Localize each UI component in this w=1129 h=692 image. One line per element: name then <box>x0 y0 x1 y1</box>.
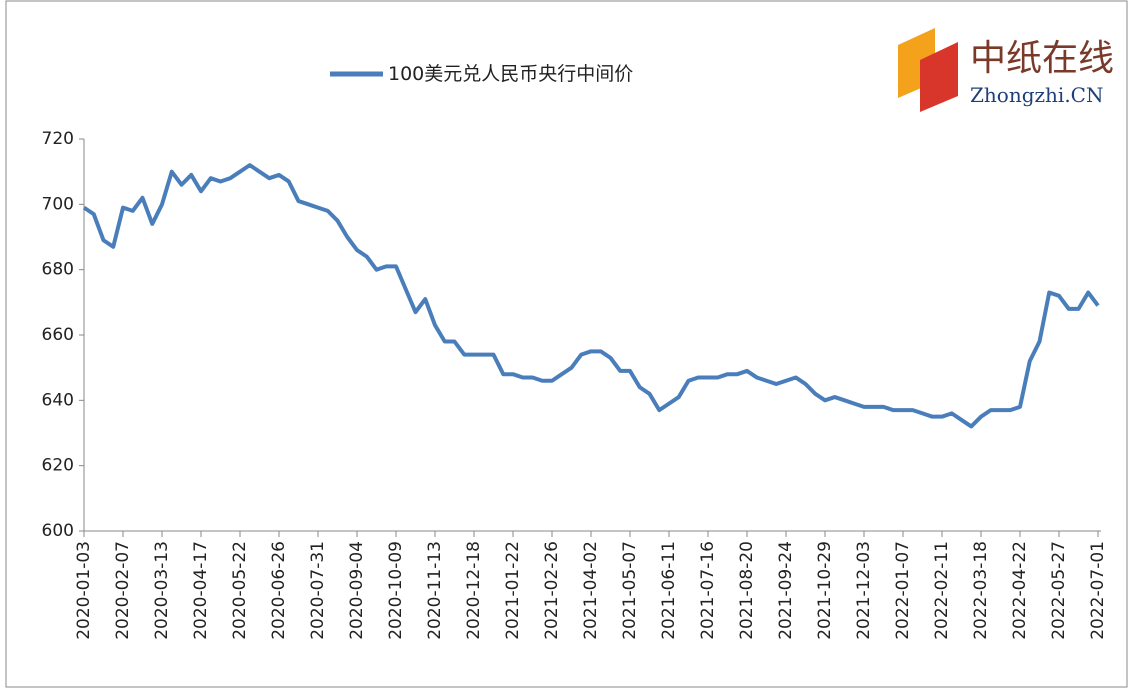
x-tick-label: 2020-07-31 <box>308 541 328 640</box>
logo-shape <box>920 42 958 112</box>
x-tick-label: 2020-12-18 <box>464 541 484 640</box>
y-tick-label: 680 <box>42 260 74 280</box>
x-tick-label: 2021-05-07 <box>620 541 640 640</box>
x-tick-label: 2022-05-27 <box>1049 541 1069 640</box>
x-tick-label: 2021-06-11 <box>659 541 679 640</box>
x-tick-label: 2021-10-29 <box>815 541 835 640</box>
y-tick-label: 700 <box>42 194 74 214</box>
x-tick-label: 2020-09-04 <box>347 541 367 640</box>
x-tick-label: 2021-02-26 <box>542 541 562 640</box>
x-tick-label: 2022-07-01 <box>1088 541 1108 640</box>
chart-frame <box>5 0 1128 688</box>
x-tick-label: 2021-07-16 <box>698 541 718 640</box>
x-tick-label: 2020-02-07 <box>113 541 133 640</box>
x-tick-label: 2020-06-26 <box>269 541 289 640</box>
x-tick-label: 2020-05-22 <box>230 541 250 640</box>
y-tick-label: 600 <box>42 521 74 541</box>
x-tick-label: 2022-02-11 <box>932 541 952 640</box>
x-tick-label: 2020-10-09 <box>386 541 406 640</box>
logo-name: 中纸在线 <box>970 38 1114 79</box>
x-tick-label: 2021-04-02 <box>581 541 601 640</box>
legend-label: 100美元兑人民币央行中间价 <box>388 63 633 85</box>
y-tick-label: 620 <box>42 456 74 476</box>
data-line <box>82 163 1100 429</box>
y-tick-label: 720 <box>42 129 74 149</box>
x-tick-label: 2022-04-22 <box>1010 541 1030 640</box>
x-tick-label: 2020-04-17 <box>191 541 211 640</box>
x-tick-label: 2021-12-03 <box>854 541 874 640</box>
x-tick-label: 2020-01-03 <box>74 541 94 640</box>
x-tick-label: 2022-01-07 <box>893 541 913 640</box>
logo-domain: Zhongzhi.CN <box>970 83 1103 107</box>
x-tick-label: 2021-09-24 <box>776 541 796 640</box>
y-tick-label: 640 <box>42 390 74 410</box>
logo: 中纸在线 Zhongzhi.CN <box>898 28 1114 112</box>
x-tick-label: 2020-11-13 <box>425 541 445 640</box>
y-tick-label: 660 <box>42 325 74 345</box>
x-tick-label: 2021-01-22 <box>503 541 523 640</box>
x-tick-label: 2020-03-13 <box>152 541 172 640</box>
x-tick-label: 2022-03-18 <box>971 541 991 640</box>
x-tick-label: 2021-08-20 <box>737 541 757 640</box>
